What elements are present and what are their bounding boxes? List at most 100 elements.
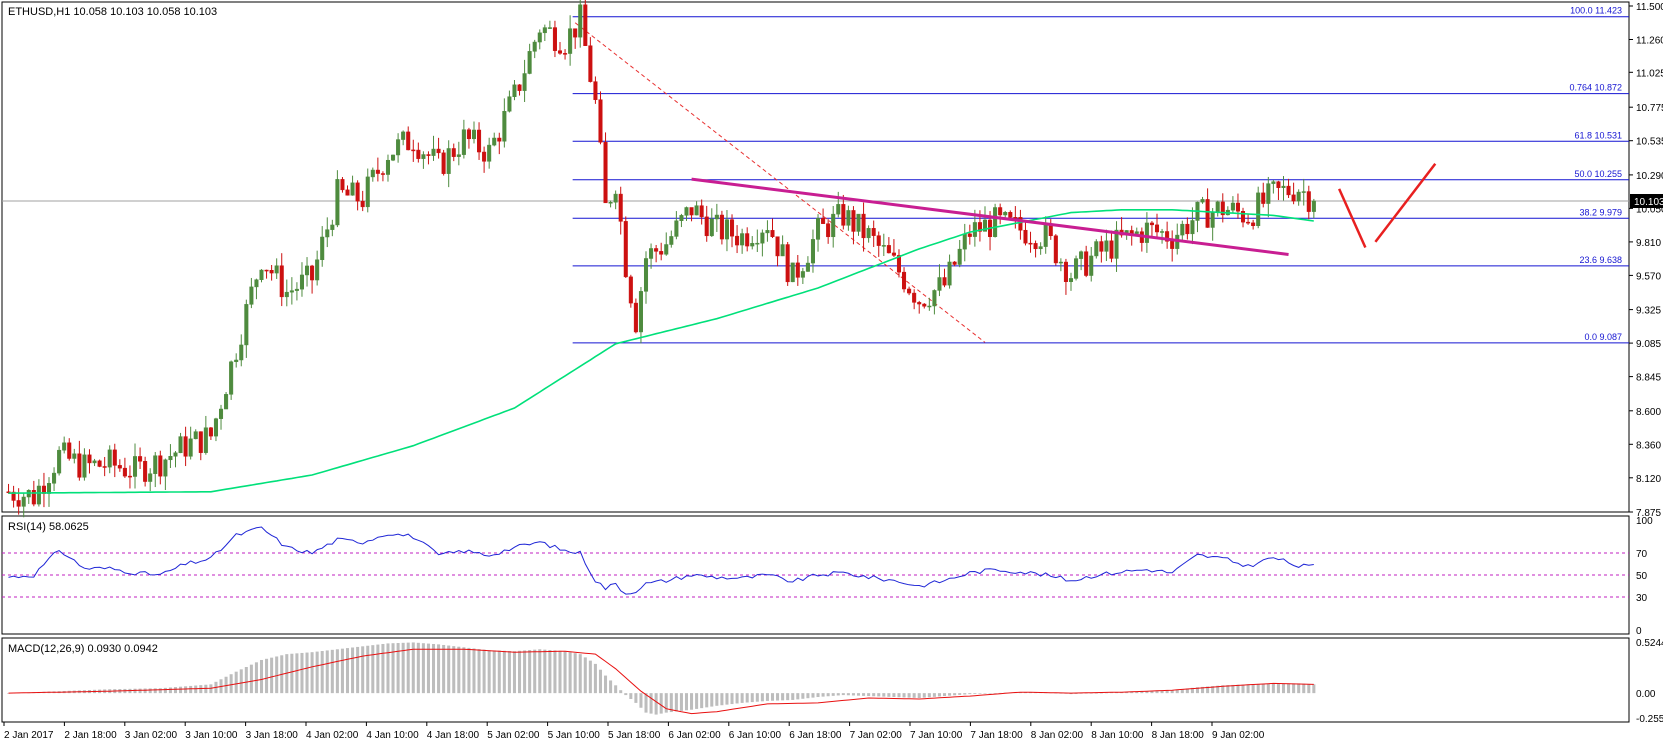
candle-body <box>765 230 770 234</box>
macd-histogram-bar <box>1276 683 1280 694</box>
candle-body <box>1038 246 1043 250</box>
candle-body <box>259 269 264 280</box>
candle-body <box>401 131 406 140</box>
candle-body <box>396 139 401 156</box>
macd-histogram-bar <box>1135 691 1139 694</box>
macd-histogram-bar <box>1125 691 1129 694</box>
candle-body <box>714 214 719 220</box>
price-tick-label: 8.600 <box>1636 407 1661 418</box>
fib-label-38.2: 38.2 9.979 <box>1579 207 1622 217</box>
time-tick-label: 8 Jan 02:00 <box>1031 730 1084 741</box>
candle-body <box>831 213 836 238</box>
candle-body <box>962 233 967 250</box>
candle-body <box>998 207 1003 216</box>
macd-histogram-bar <box>1170 690 1174 694</box>
macd-histogram-bar <box>244 666 248 694</box>
time-tick-label: 3 Jan 18:00 <box>246 730 299 741</box>
time-tick-label: 6 Jan 02:00 <box>668 730 721 741</box>
candle-body <box>188 438 193 457</box>
macd-histogram-bar <box>148 688 152 694</box>
macd-histogram-bar <box>1185 688 1189 694</box>
time-tick-label: 7 Jan 02:00 <box>850 730 903 741</box>
candle-body <box>922 303 927 307</box>
macd-histogram-bar <box>381 643 385 694</box>
candle-body <box>365 176 370 208</box>
candle-body <box>1286 185 1291 196</box>
candle-body <box>896 255 902 273</box>
macd-histogram-bar <box>401 642 405 694</box>
candle-body <box>780 244 785 257</box>
macd-histogram-bar <box>735 693 739 704</box>
time-tick-label: 5 Jan 02:00 <box>487 730 540 741</box>
candle-body <box>1028 242 1033 245</box>
macd-histogram-bar <box>609 680 613 694</box>
candle-body <box>1033 243 1038 250</box>
candle-body <box>284 291 289 298</box>
candle-body <box>62 442 67 451</box>
macd-histogram-bar <box>254 662 258 694</box>
candle-body <box>507 96 512 112</box>
macd-histogram-bar <box>512 651 516 694</box>
candle-body <box>16 500 21 507</box>
candle-body <box>57 449 62 474</box>
candle-body <box>861 213 866 239</box>
fib-label-23.6: 23.6 9.638 <box>1579 255 1622 265</box>
candle-body <box>902 271 907 290</box>
macd-histogram-bar <box>760 693 764 702</box>
candle-body <box>937 277 942 291</box>
current-price-tag <box>1630 194 1663 209</box>
macd-histogram-bar <box>1307 684 1311 694</box>
candle-body <box>1271 181 1276 184</box>
candle-body <box>836 204 841 215</box>
macd-histogram-bar <box>958 693 962 695</box>
price-tick-label: 9.570 <box>1636 271 1661 282</box>
macd-histogram-bar <box>366 645 370 694</box>
time-tick-label: 8 Jan 10:00 <box>1091 730 1144 741</box>
candle-body <box>183 436 188 457</box>
price-tick-label: 11.025 <box>1636 68 1663 79</box>
candle-body <box>82 454 87 478</box>
macd-histogram-bar <box>604 675 608 694</box>
candle-body <box>583 4 588 46</box>
macd-histogram-bar <box>730 693 734 705</box>
macd-histogram-bar <box>179 686 183 694</box>
candle-body <box>112 449 117 466</box>
candle-body <box>198 431 203 453</box>
candle-body <box>740 233 745 246</box>
candle-body <box>638 291 643 333</box>
candle-body <box>289 290 294 293</box>
macd-histogram-bar <box>437 644 441 694</box>
candle-body <box>244 304 249 346</box>
macd-histogram-bar <box>229 674 233 694</box>
time-tick-label: 8 Jan 18:00 <box>1152 730 1205 741</box>
macd-histogram-bar <box>442 644 446 694</box>
candle-body <box>745 233 750 247</box>
candle-body <box>441 152 446 174</box>
candle-body <box>977 222 982 232</box>
candle-body <box>107 449 112 468</box>
macd-histogram-bar <box>421 643 425 694</box>
candle-body <box>92 460 97 464</box>
candle-body <box>1114 229 1119 259</box>
macd-histogram-bar <box>472 648 476 694</box>
candle-body <box>628 276 633 304</box>
candle-body <box>239 344 244 361</box>
time-tick-label: 7 Jan 18:00 <box>970 730 1023 741</box>
time-tick-label: 5 Jan 10:00 <box>548 730 601 741</box>
candle-body <box>881 245 886 247</box>
macd-histogram-bar <box>836 693 840 696</box>
candle-body <box>340 179 345 191</box>
price-tick-label: 11.260 <box>1636 36 1663 47</box>
candle-body <box>178 436 183 454</box>
candle-body <box>36 485 41 505</box>
macd-histogram-bar <box>1099 692 1103 694</box>
macd-histogram-bar <box>846 693 850 696</box>
macd-histogram-bar <box>1160 690 1164 694</box>
macd-histogram-bar <box>867 693 871 697</box>
macd-histogram-bar <box>533 649 537 694</box>
candle-body <box>724 219 729 240</box>
price-tick-label: 10.050 <box>1636 204 1663 215</box>
candle-body <box>1185 223 1190 235</box>
macd-histogram-bar <box>310 652 314 694</box>
candle-body <box>310 265 315 281</box>
